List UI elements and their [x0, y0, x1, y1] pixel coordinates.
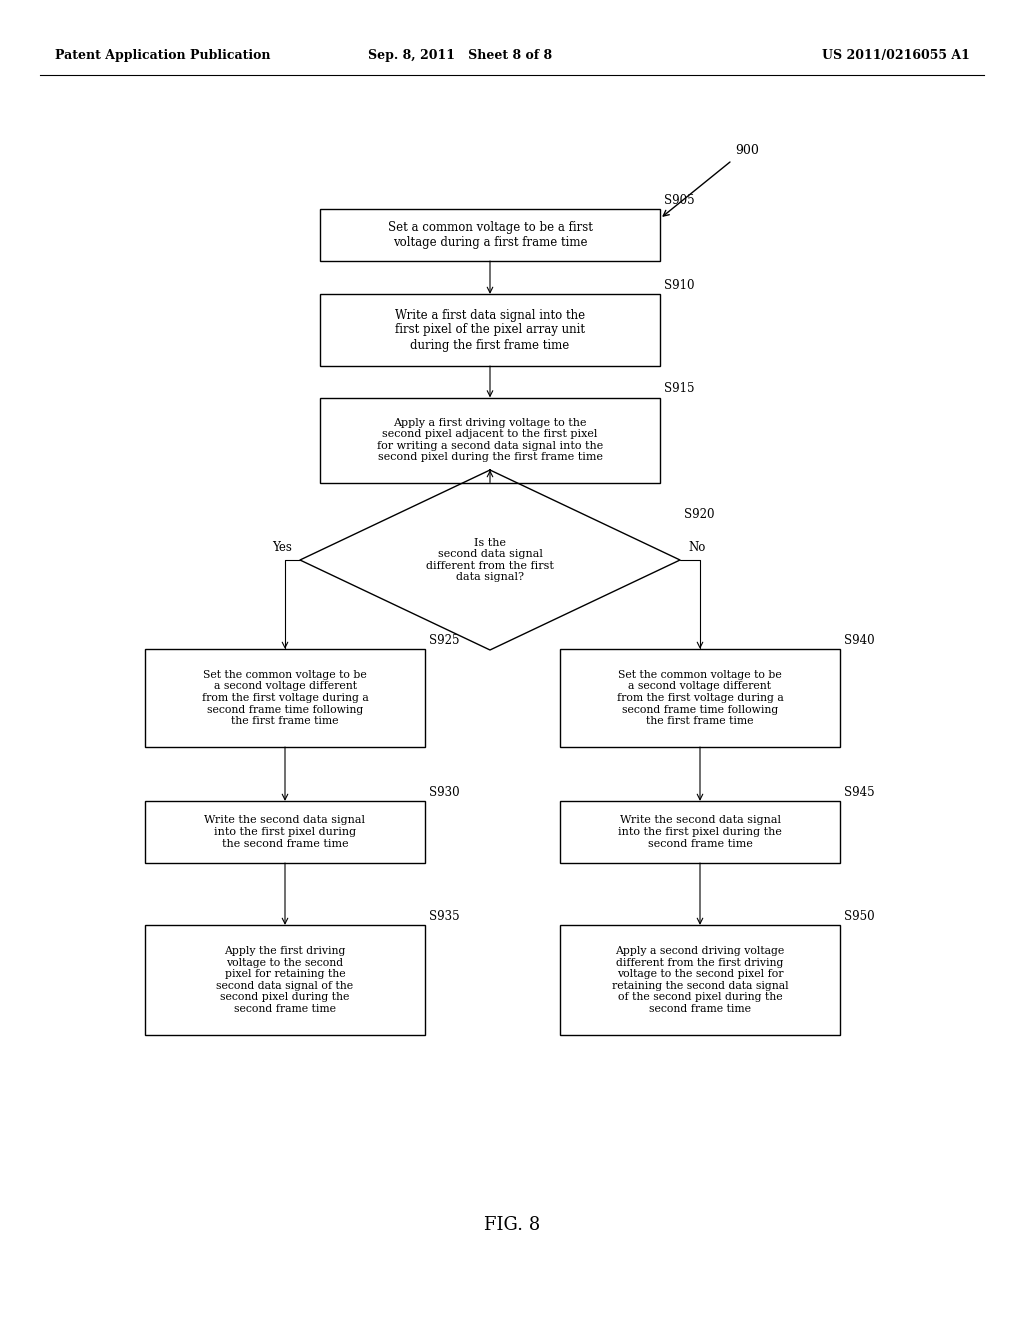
Text: Apply a second driving voltage
different from the first driving
voltage to the s: Apply a second driving voltage different… [611, 946, 788, 1014]
Text: S930: S930 [429, 785, 460, 799]
Text: Set a common voltage to be a first
voltage during a first frame time: Set a common voltage to be a first volta… [387, 220, 593, 249]
Text: Sep. 8, 2011   Sheet 8 of 8: Sep. 8, 2011 Sheet 8 of 8 [368, 49, 552, 62]
Text: Write the second data signal
into the first pixel during
the second frame time: Write the second data signal into the fi… [205, 816, 366, 849]
Text: S910: S910 [664, 279, 694, 292]
Text: Apply the first driving
voltage to the second
pixel for retaining the
second dat: Apply the first driving voltage to the s… [216, 946, 353, 1014]
Bar [145, 925, 425, 1035]
Text: FIG. 8: FIG. 8 [484, 1216, 540, 1234]
Text: S950: S950 [844, 909, 874, 923]
Bar [319, 209, 660, 261]
Text: Set the common voltage to be
a second voltage different
from the first voltage d: Set the common voltage to be a second vo… [202, 669, 369, 726]
Text: 900: 900 [735, 144, 759, 157]
Bar [319, 294, 660, 366]
Text: S945: S945 [844, 785, 874, 799]
Text: Set the common voltage to be
a second voltage different
from the first voltage d: Set the common voltage to be a second vo… [616, 669, 783, 726]
Text: S915: S915 [664, 383, 694, 396]
Text: S935: S935 [429, 909, 460, 923]
Text: Is the
second data signal
different from the first
data signal?: Is the second data signal different from… [426, 537, 554, 582]
Bar [319, 397, 660, 483]
Text: S905: S905 [664, 194, 694, 207]
Text: S920: S920 [684, 508, 715, 521]
Text: Write the second data signal
into the first pixel during the
second frame time: Write the second data signal into the fi… [618, 816, 782, 849]
Text: S940: S940 [844, 634, 874, 647]
Polygon shape [300, 470, 680, 649]
Text: S925: S925 [429, 634, 460, 647]
Bar [560, 649, 840, 747]
Bar [145, 801, 425, 863]
Text: No: No [688, 541, 706, 554]
Text: Apply a first driving voltage to the
second pixel adjacent to the first pixel
fo: Apply a first driving voltage to the sec… [377, 417, 603, 462]
Text: Yes: Yes [272, 541, 292, 554]
Text: US 2011/0216055 A1: US 2011/0216055 A1 [822, 49, 970, 62]
Bar [145, 649, 425, 747]
Text: Patent Application Publication: Patent Application Publication [55, 49, 270, 62]
Text: Write a first data signal into the
first pixel of the pixel array unit
during th: Write a first data signal into the first… [395, 309, 585, 351]
Bar [560, 925, 840, 1035]
Bar [560, 801, 840, 863]
